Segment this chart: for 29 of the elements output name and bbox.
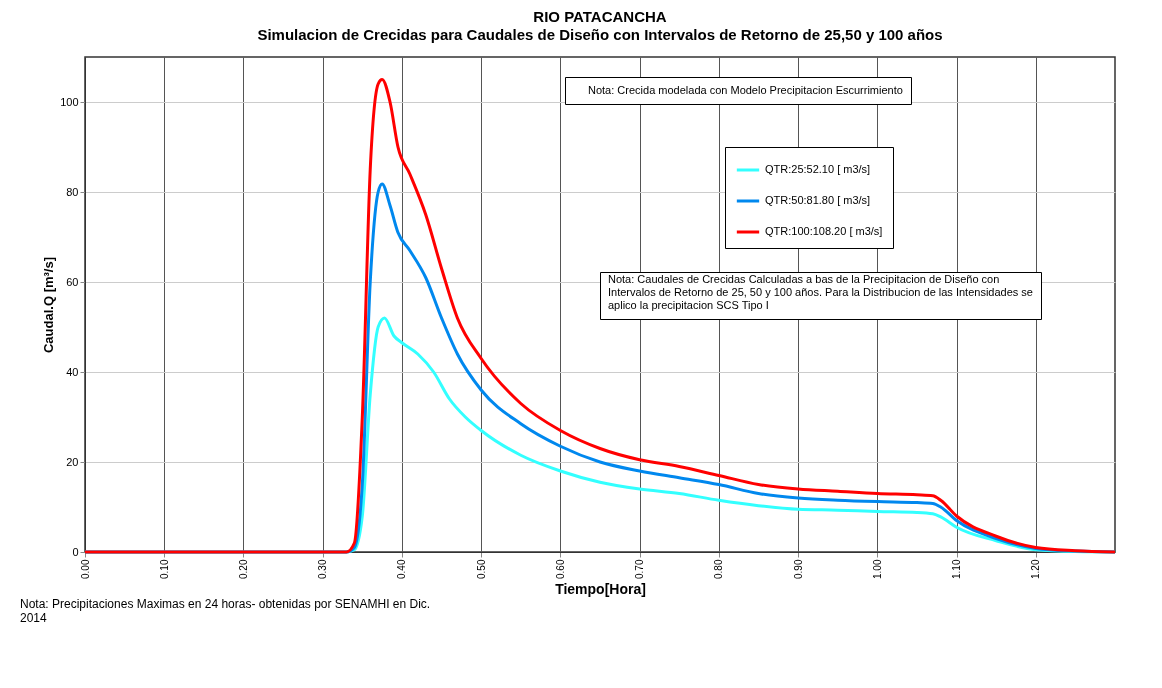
y-tick-label: 20 bbox=[66, 455, 79, 468]
x-axis-title: Tiempo[Hora] bbox=[555, 580, 646, 597]
x-tick-label: 0.50 bbox=[475, 559, 487, 579]
y-tick-label: 60 bbox=[66, 275, 79, 288]
x-tick-label: 0.80 bbox=[713, 559, 725, 579]
x-tick-label: 1.20 bbox=[1030, 559, 1042, 579]
x-tick-label: 0.30 bbox=[317, 559, 329, 579]
chart-subtitle: Simulacion de Crecidas para Caudales de Diseño con Intervalos de Retorno de 25,50 y 100 años bbox=[257, 26, 943, 43]
legend-label: QTR:25:52.10 [ m3/s] bbox=[765, 163, 871, 175]
x-tick-label: 0.90 bbox=[792, 559, 804, 579]
x-tick-label: 0.60 bbox=[554, 559, 566, 579]
x-tick-label: 0.00 bbox=[79, 559, 91, 579]
x-tick-label: 0.70 bbox=[634, 559, 646, 579]
annotation: Nota: Crecida modelada con Modelo Precipitacion Escurrimiento bbox=[588, 83, 903, 96]
y-tick-label: 40 bbox=[66, 365, 79, 378]
annotation: Nota: Caudales de Crecidas Calculadas a bas de la Precipitacion de Diseño con Intervalos de Retorno de 25, 50 y 100 años. Para la Distribucion de las Intensidades se aplico la precipitacion SCS Tipo I bbox=[608, 273, 1033, 311]
y-tick-label: 100 bbox=[60, 95, 79, 108]
x-tick-label: 1.00 bbox=[871, 559, 883, 579]
y-axis-title: Caudal.Q [m³/s] bbox=[41, 256, 57, 354]
y-tick-label: 80 bbox=[66, 185, 79, 198]
chart-title: RIO PATACANCHA bbox=[533, 8, 667, 25]
x-tick-label: 0.20 bbox=[237, 559, 249, 579]
legend-label: QTR:100:108.20 [ m3/s] bbox=[765, 225, 883, 237]
x-tick-label: 0.40 bbox=[396, 559, 408, 579]
x-tick-label: 0.10 bbox=[158, 559, 170, 579]
text: Nota: Precipitaciones Maximas en 24 horas- obtenidas por SENAMHI en Dic. 2014 bbox=[20, 597, 431, 625]
legend-label: QTR:50:81.80 [ m3/s] bbox=[765, 194, 871, 206]
x-tick-label: 1.10 bbox=[951, 559, 963, 579]
y-tick-label: 0 bbox=[72, 545, 79, 558]
